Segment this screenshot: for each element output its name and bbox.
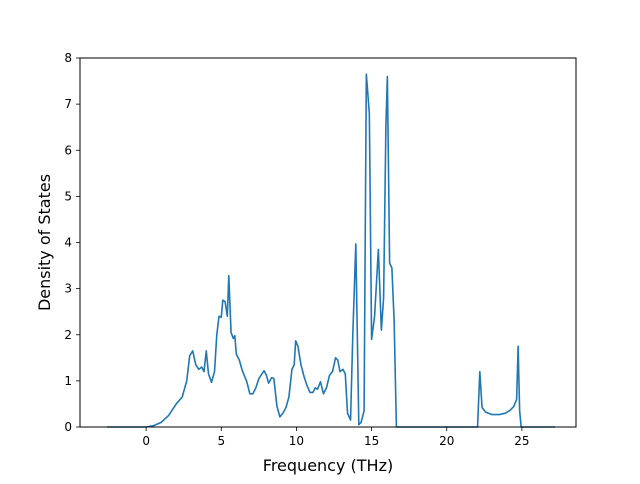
x-tick-label: 25 bbox=[514, 434, 529, 448]
x-axis-label: Frequency (THz) bbox=[263, 456, 393, 475]
x-tick-label: 5 bbox=[217, 434, 225, 448]
y-tick-label: 6 bbox=[64, 143, 72, 157]
plot-area bbox=[107, 73, 555, 428]
x-tick-label: 0 bbox=[142, 434, 150, 448]
y-tick-label: 2 bbox=[64, 328, 72, 342]
y-tick-label: 8 bbox=[64, 51, 72, 65]
y-tick-label: 1 bbox=[64, 374, 72, 388]
x-tick-label: 10 bbox=[289, 434, 304, 448]
x-tick-label: 15 bbox=[364, 434, 379, 448]
x-tick-label: 20 bbox=[439, 434, 454, 448]
y-tick-label: 4 bbox=[64, 236, 72, 250]
x-axis-ticks: 0 5 10 15 20 25 bbox=[142, 427, 530, 448]
y-tick-label: 3 bbox=[64, 282, 72, 296]
y-axis-label: Density of States bbox=[35, 174, 54, 311]
y-tick-label: 5 bbox=[64, 189, 72, 203]
y-tick-label: 0 bbox=[64, 420, 72, 434]
y-tick-label: 7 bbox=[64, 97, 72, 111]
y-axis-ticks: 0 1 2 3 4 5 6 7 8 bbox=[64, 51, 80, 434]
dos-series-line-0 bbox=[107, 73, 555, 428]
